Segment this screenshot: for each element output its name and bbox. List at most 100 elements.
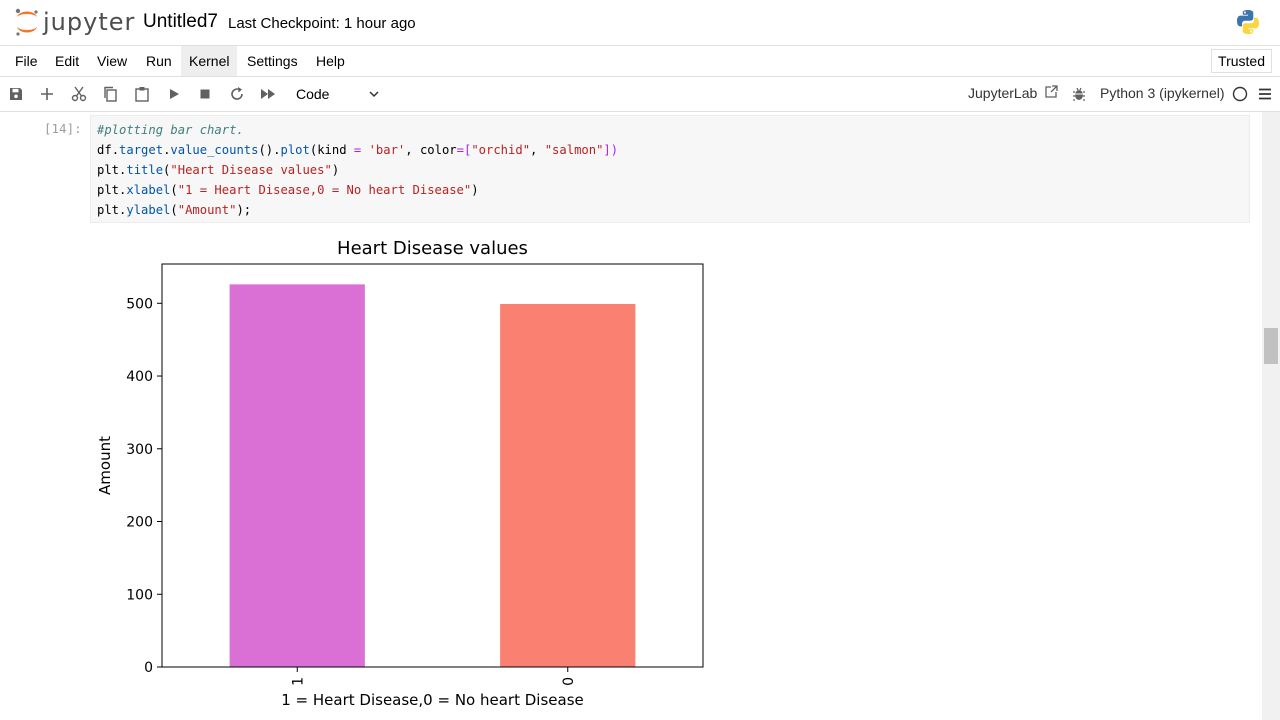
y-tick-label: 100 xyxy=(126,587,153,603)
code-line-4: plt.xlabel("1 = Heart Disease,0 = No hea… xyxy=(97,183,479,197)
code-line-2: df.target.value_counts().plot(kind = 'ba… xyxy=(97,143,618,157)
code-line-3: plt.title("Heart Disease values") xyxy=(97,163,339,177)
jupyterlab-label: JupyterLab xyxy=(968,85,1038,101)
run-icon[interactable] xyxy=(164,84,184,104)
bar-0 xyxy=(500,304,636,667)
menu-settings[interactable]: Settings xyxy=(247,53,298,69)
code-token: "Heart Disease values" xyxy=(170,163,332,177)
python-logo-icon xyxy=(1234,8,1262,41)
code-token: "Amount" xyxy=(177,203,237,217)
save-icon[interactable] xyxy=(6,84,26,104)
x-tick-label: 0 xyxy=(561,677,577,686)
code-token: () xyxy=(258,143,274,157)
code-token: , color xyxy=(405,143,457,157)
kernel-status-icon xyxy=(1230,84,1250,104)
plot-frame xyxy=(161,263,704,668)
code-token: plt xyxy=(97,183,120,197)
notebook-panel: [14]: #plotting bar chart. df.target.val… xyxy=(0,112,1262,720)
cell-type-value: Code xyxy=(296,86,330,102)
code-token: plot xyxy=(280,143,310,157)
code-token: . xyxy=(119,203,127,217)
jupyter-logo[interactable]: jupyter xyxy=(14,6,135,38)
code-token: df xyxy=(97,143,112,157)
chart-title: Heart Disease values xyxy=(337,238,528,259)
stop-icon[interactable] xyxy=(195,84,215,104)
checkpoint-status: Last Checkpoint: 1 hour ago xyxy=(228,15,416,32)
cell-prompt: [14]: xyxy=(44,121,82,136)
y-tick-label: 0 xyxy=(144,660,153,676)
restart-icon[interactable] xyxy=(227,84,247,104)
scrollbar-thumb[interactable] xyxy=(1264,328,1278,364)
code-token: , xyxy=(530,143,545,157)
cell-type-select[interactable]: Code xyxy=(286,82,386,106)
jupyter-logo-text: jupyter xyxy=(43,8,136,36)
menu-edit[interactable]: Edit xyxy=(55,53,80,69)
code-token xyxy=(361,143,368,157)
code-token: . xyxy=(119,183,127,197)
copy-icon[interactable] xyxy=(100,84,120,104)
code-line-5: plt.ylabel("Amount"); xyxy=(97,203,251,217)
y-axis-label: Amount xyxy=(96,436,114,495)
chevron-down-icon xyxy=(369,91,379,98)
cut-icon[interactable] xyxy=(69,84,89,104)
y-tick-label: 300 xyxy=(126,442,153,458)
jupyter-logo-icon xyxy=(15,8,38,36)
notebook-name[interactable]: Untitled7 xyxy=(143,11,218,32)
code-token: = xyxy=(353,143,362,157)
code-token: 'bar' xyxy=(368,143,406,157)
code-token: = xyxy=(456,143,464,157)
code-comment: #plotting bar chart. xyxy=(97,123,244,137)
scrollbar[interactable] xyxy=(1262,112,1280,720)
menu-view[interactable]: View xyxy=(97,53,128,69)
menu-file[interactable]: File xyxy=(15,53,38,69)
code-token: "salmon" xyxy=(544,143,604,157)
x-axis-label: 1 = Heart Disease,0 = No heart Disease xyxy=(281,691,583,709)
code-token: ( xyxy=(170,183,178,197)
code-token: xlabel xyxy=(126,183,171,197)
code-token: . xyxy=(111,143,120,157)
code-token: "orchid" xyxy=(471,143,531,157)
trusted-indicator[interactable]: Trusted xyxy=(1211,49,1272,73)
code-token: value_counts xyxy=(170,143,259,157)
code-token: [ xyxy=(463,143,472,157)
kernel-name[interactable]: Python 3 (ipykernel) xyxy=(1100,85,1225,101)
top-header: jupyter Untitled7 Last Checkpoint: 1 hou… xyxy=(0,0,1280,46)
fast-forward-icon[interactable] xyxy=(258,84,278,104)
code-token: "1 = Heart Disease,0 = No heart Disease" xyxy=(177,183,472,197)
bar-1 xyxy=(229,284,365,667)
external-link-icon xyxy=(1045,85,1058,98)
menu-icon[interactable] xyxy=(1255,84,1275,104)
code-token: ) xyxy=(471,183,479,197)
menu-help[interactable]: Help xyxy=(316,53,345,69)
code-token: ( xyxy=(163,163,171,177)
menu-kernel[interactable]: Kernel xyxy=(181,46,238,76)
code-token: title xyxy=(126,163,164,177)
debugger-icon[interactable] xyxy=(1069,84,1089,104)
paste-icon[interactable] xyxy=(132,84,152,104)
code-token: target xyxy=(119,143,164,157)
menu-run[interactable]: Run xyxy=(146,53,172,69)
cell-output: Heart Disease values 1 0 0 100 200 300 400 500 1 … xyxy=(90,232,730,720)
code-token: ) xyxy=(331,163,340,177)
code-token: plt xyxy=(97,203,120,217)
y-tick-label: 500 xyxy=(126,296,153,312)
menu-bar: File Edit View Run Kernel Settings Help … xyxy=(0,46,1280,77)
y-tick-label: 400 xyxy=(126,369,153,385)
notebook-toolbar: Code JupyterLab Python 3 (ipykernel) xyxy=(0,77,1280,112)
code-token: plt xyxy=(97,163,120,177)
code-token: . xyxy=(163,143,171,157)
code-token: . xyxy=(273,143,281,157)
code-token: ylabel xyxy=(126,203,171,217)
y-tick-label: 200 xyxy=(126,515,153,531)
code-token: ( xyxy=(170,203,178,217)
jupyterlab-link[interactable]: JupyterLab xyxy=(968,85,1058,101)
code-token: ); xyxy=(236,203,252,217)
code-cell-editor[interactable]: #plotting bar chart. df.target.value_cou… xyxy=(90,115,1250,223)
code-token: . xyxy=(119,163,127,177)
code-token: ]) xyxy=(603,143,619,157)
code-token: (kind xyxy=(309,143,354,157)
add-cell-icon[interactable] xyxy=(37,84,57,104)
code-line-1: #plotting bar chart. xyxy=(97,123,244,137)
x-tick-label: 1 xyxy=(290,677,306,686)
